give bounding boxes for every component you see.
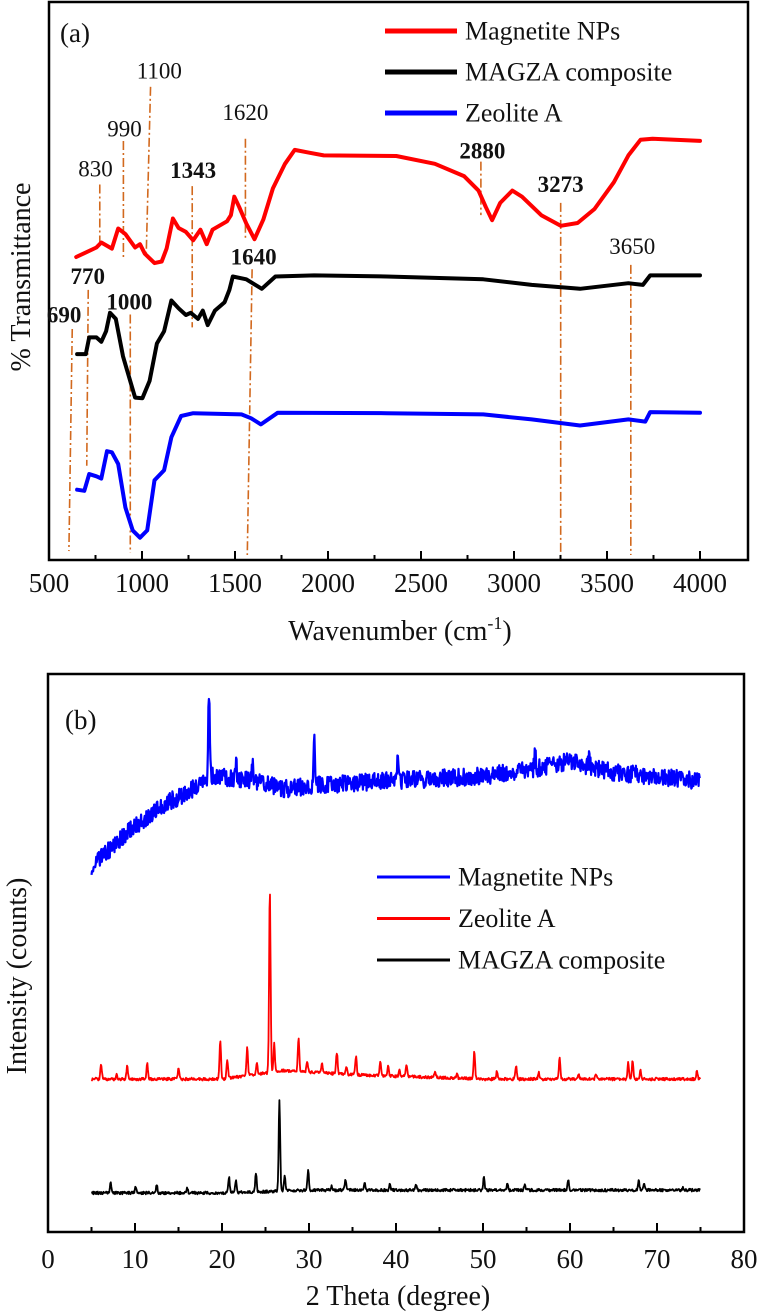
annotation-label-1100: 1100 — [137, 59, 182, 84]
y-axis-title-b: Intensity (counts) — [2, 878, 33, 1075]
x-tick-label: 40 — [383, 1244, 410, 1274]
x-tick-label: 60 — [557, 1244, 584, 1274]
panel-label-b: (b) — [65, 705, 96, 735]
ftir-chart: 8309901100134316202880327336501640100077… — [6, 0, 750, 647]
series-line-magza-composite — [75, 273, 702, 401]
annotation-label-2880: 2880 — [459, 138, 505, 163]
series-line-magnetite-nps — [74, 136, 702, 266]
annotation-label-830: 830 — [78, 156, 113, 181]
x-tick-label: 1500 — [208, 568, 262, 598]
x-tick-label: 1000 — [115, 568, 169, 598]
legend-a: Magnetite NPs MAGZA composite Zeolite A — [385, 17, 672, 128]
x-tick-label: 50 — [470, 1244, 497, 1274]
legend-label-magza-composite: MAGZA composite — [458, 946, 665, 975]
x-tick-label: 2000 — [301, 568, 355, 598]
annotation-line-770 — [85, 289, 90, 466]
annotation-label-1620: 1620 — [222, 100, 268, 125]
panel-label-a: (a) — [60, 18, 90, 48]
legend-b: Magnetite NPs Zeolite A MAGZA composite — [377, 863, 665, 975]
y-axis-title-a: % Transmittance — [6, 183, 37, 372]
annotation-label-1640: 1640 — [231, 245, 277, 270]
annotation-line-690 — [68, 328, 74, 552]
annotation-label-690: 690 — [47, 303, 82, 328]
legend-label-magnetite-nps: Magnetite NPs — [458, 863, 613, 892]
x-tick-label: 0 — [41, 1244, 55, 1274]
x-tick-label: 80 — [731, 1244, 758, 1274]
series-b — [90, 697, 702, 1196]
x-tick-label: 500 — [29, 568, 70, 598]
x-axis-b: 0 10 20 30 40 50 60 70 80 — [41, 1223, 758, 1274]
x-tick-label: 10 — [122, 1244, 149, 1274]
x-tick-label: 2500 — [394, 568, 448, 598]
annotation-label-1000: 1000 — [106, 290, 152, 315]
series-line-zeolite-a — [90, 893, 702, 1082]
x-axis-title-a: Wavenumber (cm-1) — [288, 613, 511, 647]
legend-label-zeolite-a: Zeolite A — [458, 904, 556, 933]
x-tick-label: 3000 — [487, 568, 541, 598]
x-tick-label: 70 — [644, 1244, 671, 1274]
series-line-magza-composite — [90, 1099, 701, 1196]
annotation-label-770: 770 — [70, 264, 105, 289]
annotation-line-1100 — [145, 86, 152, 253]
x-tick-label: 30 — [296, 1244, 323, 1274]
x-tick-label: 4000 — [673, 568, 727, 598]
x-axis-title-b: 2 Theta (degree) — [306, 1281, 491, 1312]
series-line-magnetite-nps — [90, 697, 702, 876]
x-tick-label: 20 — [209, 1244, 236, 1274]
annotation-label-1343: 1343 — [170, 158, 216, 183]
series-a — [74, 136, 702, 540]
series-line-zeolite-a — [75, 410, 702, 540]
annotation-label-3650: 3650 — [609, 234, 655, 259]
legend-label-zeolite-a: Zeolite A — [465, 99, 563, 128]
x-tick-label: 3500 — [580, 568, 634, 598]
legend-label-magza-composite: MAGZA composite — [465, 58, 672, 87]
x-axis-a: 500 1000 1500 2000 2500 3000 3500 4000 — [29, 551, 727, 598]
annotations-a: 830 990 1100 1343 1620 2880 3273 3650 1640 100077… — [47, 59, 655, 555]
plot-frame-a — [47, 0, 750, 562]
annotation-label-3273: 3273 — [538, 172, 584, 197]
annotation-label-990: 990 — [107, 117, 142, 142]
legend-label-magnetite-nps: Magnetite NPs — [465, 17, 620, 46]
xrd-chart: 0 10 20 30 40 50 60 70 80 (b) 2 Theta (degree) I… — [2, 672, 758, 1312]
annotation-line-1640 — [246, 269, 253, 555]
